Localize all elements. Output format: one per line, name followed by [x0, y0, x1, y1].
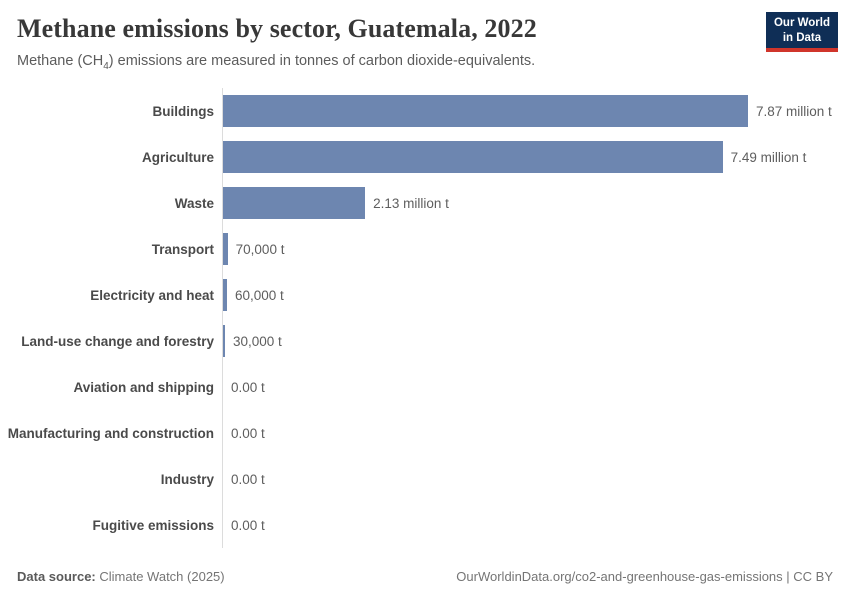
category-label: Waste [174, 195, 214, 211]
bar-chart: Buildings 7.87 million t Agriculture 7.4… [0, 88, 850, 548]
category-label: Transport [151, 241, 214, 257]
chart-subtitle: Methane (CH4) emissions are measured in … [17, 53, 535, 72]
chart-row: Aviation and shipping 0.00 t [0, 364, 850, 410]
data-source-label: Data source: [17, 569, 96, 584]
owid-logo-line1: Our World [773, 17, 830, 29]
subtitle-text-prefix: Methane (CH [17, 53, 104, 69]
value-label: 0.00 t [231, 425, 265, 441]
subtitle-subscript: 4 [103, 60, 109, 72]
chart-row: Manufacturing and construction 0.00 t [0, 410, 850, 456]
bar[interactable] [223, 325, 225, 357]
bar[interactable] [223, 233, 228, 265]
bar[interactable] [223, 279, 227, 311]
category-label: Land-use change and forestry [21, 333, 214, 349]
chart-footer: Data source: Climate Watch (2025) OurWor… [17, 569, 833, 584]
value-label: 70,000 t [235, 241, 285, 257]
chart-row: Electricity and heat 60,000 t [0, 272, 850, 318]
subtitle-text-suffix: ) emissions are measured in tonnes of ca… [108, 53, 536, 69]
value-label: 2.13 million t [373, 195, 449, 211]
value-label: 0.00 t [231, 517, 265, 533]
owid-url-license-link[interactable]: OurWorldinData.org/co2-and-greenhouse-ga… [456, 569, 833, 584]
category-label: Electricity and heat [90, 287, 214, 303]
data-source-note: Data source: Climate Watch (2025) [17, 569, 225, 584]
value-label: 7.49 million t [730, 149, 807, 165]
category-label: Agriculture [141, 149, 214, 165]
data-source-link[interactable]: Climate Watch (2025) [99, 569, 225, 584]
category-label: Buildings [152, 103, 215, 119]
chart-row: Agriculture 7.49 million t [0, 134, 850, 180]
chart-row: Industry 0.00 t [0, 456, 850, 502]
chart-row: Fugitive emissions 0.00 t [0, 502, 850, 548]
category-label: Manufacturing and construction [7, 425, 214, 441]
category-label: Aviation and shipping [73, 379, 215, 395]
value-label: 30,000 t [233, 333, 282, 349]
value-label: 7.87 million t [756, 103, 832, 119]
owid-logo-line2: in Data [782, 31, 822, 44]
bar[interactable] [223, 95, 748, 127]
category-label: Fugitive emissions [92, 517, 214, 533]
owid-logo[interactable]: Our World in Data [765, 12, 838, 53]
category-label: Industry [160, 471, 214, 487]
value-label: 0.00 t [231, 471, 265, 487]
bar[interactable] [223, 187, 366, 219]
chart-row: Transport 70,000 t [0, 226, 850, 272]
chart-row: Land-use change and forestry 30,000 t [0, 318, 850, 364]
value-label: 60,000 t [235, 287, 284, 303]
chart-row: Buildings 7.87 million t [0, 88, 850, 134]
y-axis-line [222, 88, 223, 548]
bar[interactable] [223, 141, 723, 173]
value-label: 0.00 t [231, 379, 265, 395]
page-title: Methane emissions by sector, Guatemala, … [17, 14, 537, 43]
chart-row: Waste 2.13 million t [0, 180, 850, 226]
